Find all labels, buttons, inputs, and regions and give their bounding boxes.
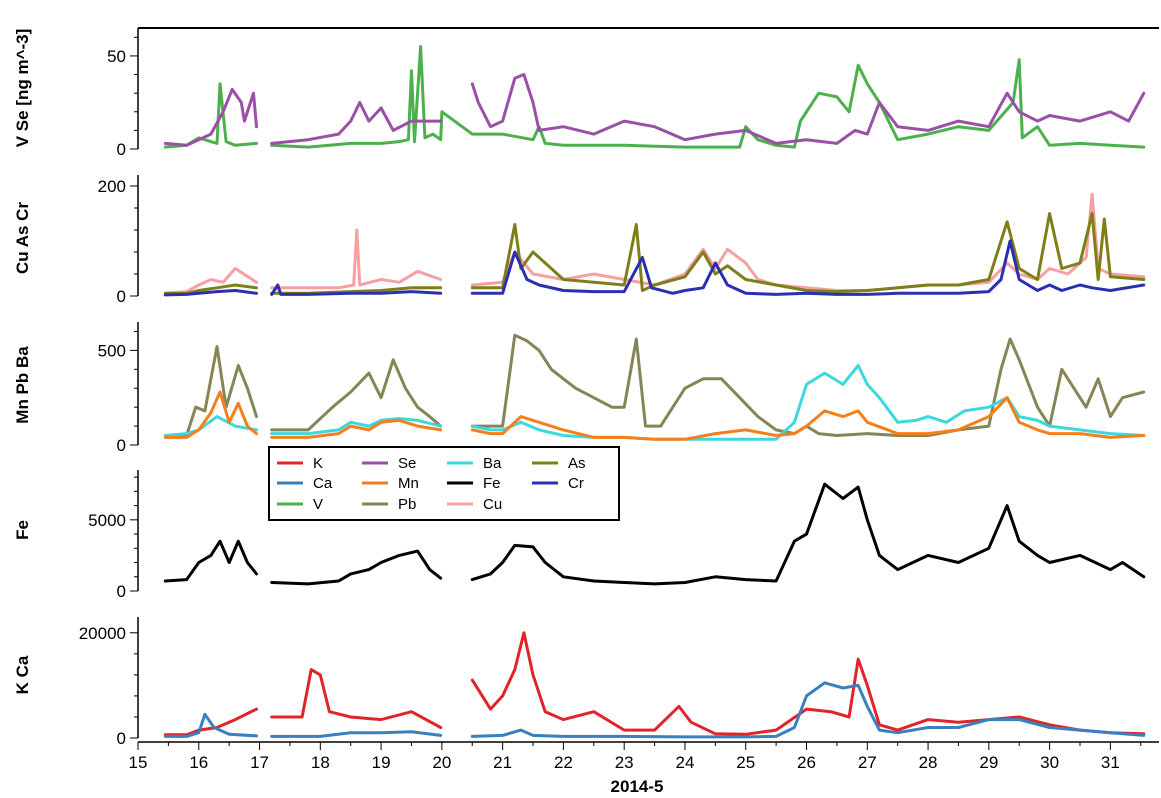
x-tick-label: 25 bbox=[736, 753, 755, 772]
panel-5: 0 20000 K Ca bbox=[13, 617, 1146, 748]
x-tick-label: 22 bbox=[554, 753, 573, 772]
x-tick-label: 28 bbox=[919, 753, 938, 772]
y-axis-label: Fe bbox=[13, 520, 32, 540]
series-line-fe bbox=[163, 482, 1146, 586]
x-tick-label: 15 bbox=[129, 753, 148, 772]
x-tick-label: 17 bbox=[250, 753, 269, 772]
x-tick-label: 19 bbox=[372, 753, 391, 772]
legend-label: K bbox=[313, 455, 323, 472]
legend-label: Cu bbox=[483, 496, 502, 513]
x-tick-label: 26 bbox=[797, 753, 816, 772]
legend-label: V bbox=[313, 496, 323, 513]
legend-item-fe: Fe bbox=[447, 475, 501, 492]
legend-item-pb: Pb bbox=[362, 496, 416, 513]
x-tick-label: 23 bbox=[615, 753, 634, 772]
x-tick-label: 16 bbox=[189, 753, 208, 772]
y-tick-label: 5000 bbox=[88, 511, 126, 530]
series-line-cu bbox=[163, 192, 1146, 295]
legend-item-mn: Mn bbox=[362, 475, 419, 492]
y-axis-label: Mn Pb Ba bbox=[13, 346, 32, 424]
panel-1: 0 50 V Se [ng m^-3] bbox=[13, 28, 1146, 159]
legend: K Se Ba As Ca Mn Fe Cr V Pb Cu bbox=[268, 446, 620, 521]
x-tick-label: 27 bbox=[858, 753, 877, 772]
panel-3: 0 500 Mn Pb Ba bbox=[13, 322, 1146, 455]
y-tick-label: 50 bbox=[107, 47, 126, 66]
x-tick-label: 31 bbox=[1101, 753, 1120, 772]
y-tick-label: 200 bbox=[98, 177, 126, 196]
x-tick-label: 21 bbox=[493, 753, 512, 772]
legend-item-as: As bbox=[532, 455, 586, 472]
x-axis-label: 2014-5 bbox=[611, 777, 664, 796]
x-tick-label: 29 bbox=[979, 753, 998, 772]
legend-item-ba: Ba bbox=[447, 455, 502, 472]
legend-label: As bbox=[568, 455, 586, 472]
x-axis: 15 16 17 18 19 20 21 22 23 24 25 26 27 28 29 30 31 bbox=[129, 741, 1159, 772]
y-tick-label: 0 bbox=[117, 729, 126, 748]
legend-item-se: Se bbox=[362, 455, 416, 472]
y-tick-label: 0 bbox=[117, 582, 126, 601]
series-line-pb bbox=[163, 333, 1146, 437]
legend-item-ca: Ca bbox=[277, 475, 333, 492]
legend-item-cr: Cr bbox=[532, 475, 584, 492]
series-line-v bbox=[163, 45, 1146, 149]
y-axis-label: Cu As Cr bbox=[13, 202, 32, 274]
x-tick-label: 20 bbox=[432, 753, 451, 772]
legend-label: Mn bbox=[398, 475, 419, 492]
x-tick-label: 30 bbox=[1040, 753, 1059, 772]
y-tick-label: 0 bbox=[117, 140, 126, 159]
panel-4: 0 5000 Fe bbox=[13, 470, 1146, 601]
y-tick-label: 0 bbox=[117, 287, 126, 306]
legend-label: Cr bbox=[568, 475, 584, 492]
x-tick-label: 18 bbox=[311, 753, 330, 772]
legend-label: Fe bbox=[483, 475, 501, 492]
legend-box bbox=[268, 446, 620, 521]
chart-panels: 0 50 V Se [ng m^-3] 0 200 Cu As Cr 0 500 Mn Pb B… bbox=[13, 27, 1159, 748]
y-tick-label: 500 bbox=[98, 341, 126, 360]
legend-item-v: V bbox=[277, 496, 323, 513]
y-axis-label: K Ca bbox=[13, 655, 32, 694]
y-tick-label: 20000 bbox=[79, 624, 126, 643]
series-line-ba bbox=[163, 364, 1146, 441]
y-tick-label: 0 bbox=[117, 436, 126, 455]
legend-label: Ba bbox=[483, 455, 502, 472]
series-line-ca bbox=[163, 681, 1146, 739]
legend-label: Se bbox=[398, 455, 416, 472]
legend-item-k: K bbox=[277, 455, 323, 472]
series-line-cr bbox=[163, 239, 1146, 297]
x-tick-label: 24 bbox=[676, 753, 695, 772]
panel-2: 0 200 Cu As Cr bbox=[13, 175, 1146, 306]
series-line-mn bbox=[163, 390, 1146, 441]
series-line-se bbox=[163, 73, 1146, 147]
y-axis-label: V Se [ng m^-3] bbox=[13, 29, 32, 148]
legend-item-cu: Cu bbox=[447, 496, 502, 513]
legend-label: Ca bbox=[313, 475, 333, 492]
legend-label: Pb bbox=[398, 496, 416, 513]
